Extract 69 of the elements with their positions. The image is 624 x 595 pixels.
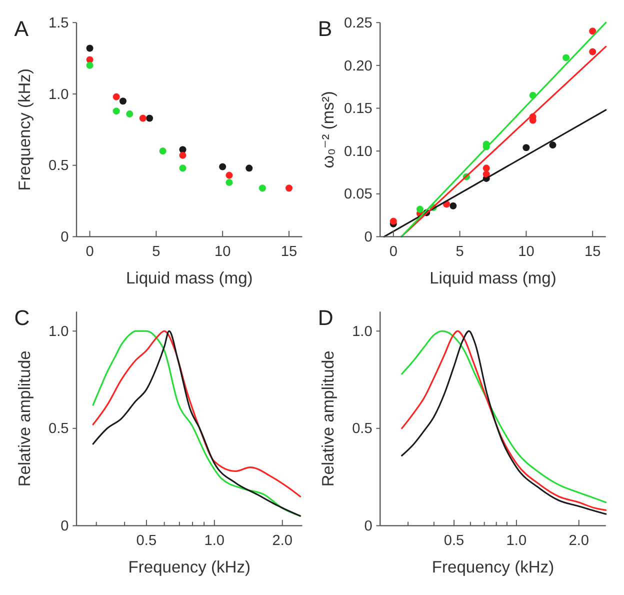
point	[589, 28, 596, 35]
y-tick-label: 0.5	[48, 421, 69, 438]
point	[390, 218, 397, 225]
y-tick-label: 1.5	[48, 15, 69, 32]
y-tick-label: 0.25	[344, 15, 372, 32]
point	[226, 178, 233, 186]
x-tick-label: 0	[389, 244, 398, 260]
chart-title: B	[318, 17, 332, 42]
x-axis-title: Frequency (kHz)	[432, 557, 554, 576]
y-tick-label: 0	[60, 518, 69, 535]
point	[86, 44, 94, 52]
x-tick-label: 5	[456, 244, 464, 260]
point	[179, 164, 186, 172]
x-tick-label: 0.5	[136, 533, 157, 550]
y-tick-label: 1.0	[48, 86, 69, 103]
chart-title: A	[14, 17, 30, 42]
x-tick-label: 15	[584, 244, 601, 260]
y-tick-label: 0	[364, 518, 372, 535]
y-tick-label: 0.10	[344, 144, 372, 160]
point	[416, 206, 424, 213]
y-tick-label: 0.20	[344, 58, 372, 74]
point	[159, 148, 166, 155]
y-axis-title: Relative amplitude	[14, 350, 34, 487]
point	[119, 98, 126, 105]
x-tick-label: 10	[518, 244, 534, 260]
x-tick-label: 5	[152, 244, 160, 260]
point	[522, 144, 530, 152]
y-tick-label: 0.15	[344, 101, 372, 118]
point	[139, 114, 146, 122]
point	[112, 108, 120, 115]
x-tick-label: 1.0	[204, 533, 225, 550]
x-axis-title: Liquid mass (mg)	[126, 268, 253, 288]
point	[246, 164, 253, 172]
chart-title: C	[14, 306, 30, 330]
x-axis-title: Liquid mass (mg)	[430, 268, 556, 288]
y-tick-label: 0.5	[48, 158, 69, 174]
point	[549, 142, 556, 149]
point	[179, 152, 186, 159]
y-axis-title: ω₀⁻² (ms²)	[318, 91, 338, 168]
y-tick-label: 0.05	[344, 186, 372, 203]
point	[562, 54, 570, 62]
point	[86, 62, 94, 69]
x-tick-label: 0.5	[444, 533, 464, 550]
x-tick-label: 1.0	[506, 533, 527, 550]
point	[482, 170, 490, 178]
x-tick-label: 15	[280, 244, 298, 260]
y-axis-title: Frequency (kHz)	[14, 68, 34, 191]
y-tick-label: 0	[364, 230, 372, 246]
point	[146, 114, 154, 122]
y-tick-label: 0	[60, 230, 69, 246]
point	[482, 164, 490, 172]
point	[450, 202, 457, 210]
point	[285, 184, 292, 192]
point	[112, 93, 120, 100]
x-tick-label: 2.0	[272, 533, 293, 550]
y-tick-label: 0.5	[352, 421, 372, 438]
chart-title: D	[318, 306, 334, 330]
y-tick-label: 1.0	[48, 324, 69, 340]
point	[126, 110, 134, 118]
y-tick-label: 1.0	[352, 324, 372, 340]
point	[226, 172, 233, 179]
y-axis-title: Relative amplitude	[318, 350, 338, 487]
point	[219, 163, 226, 170]
x-tick-label: 10	[214, 244, 231, 260]
x-tick-label: 2.0	[568, 533, 589, 550]
x-tick-label: 0	[86, 244, 94, 260]
x-axis-title: Frequency (kHz)	[128, 557, 250, 576]
point	[258, 184, 266, 192]
point	[589, 48, 596, 56]
